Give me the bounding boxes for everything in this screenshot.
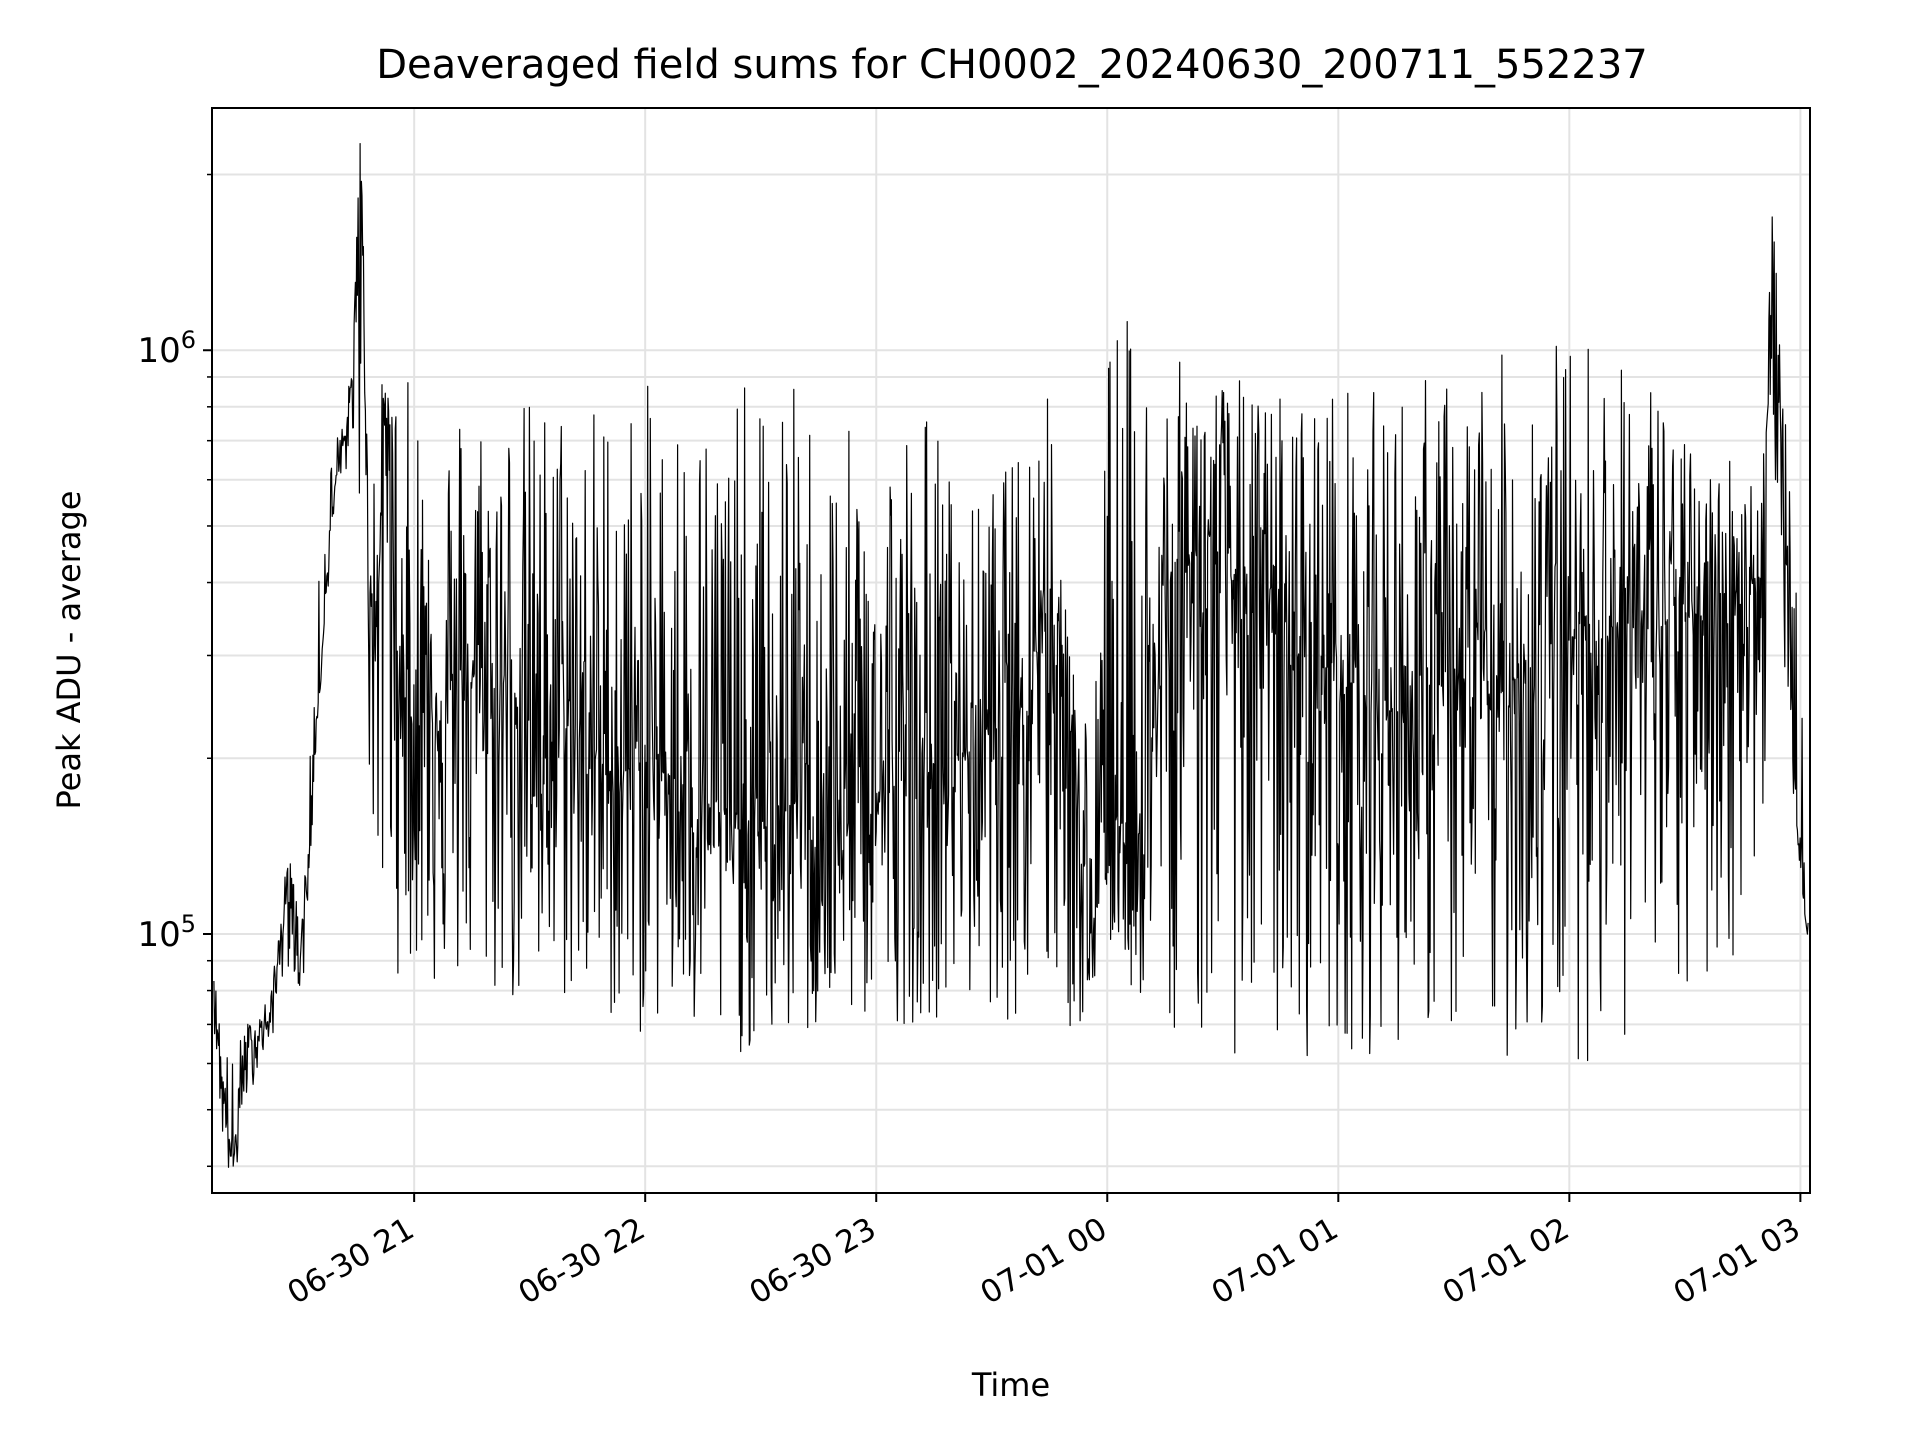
axes-frame: [211, 107, 1811, 1194]
chart-title: Deaveraged field sums for CH0002_2024063…: [376, 42, 1648, 88]
y-tick-label: 106: [137, 326, 196, 371]
grid: [212, 108, 1810, 1193]
y-axis: 105 106: [137, 173, 212, 1168]
series-line: [213, 143, 1809, 1168]
x-axis-label: Time: [971, 1366, 1050, 1404]
plot-area: [213, 143, 1809, 1168]
y-tick-label: 105: [137, 910, 196, 955]
y-axis-label: Peak ADU - average: [50, 491, 88, 810]
